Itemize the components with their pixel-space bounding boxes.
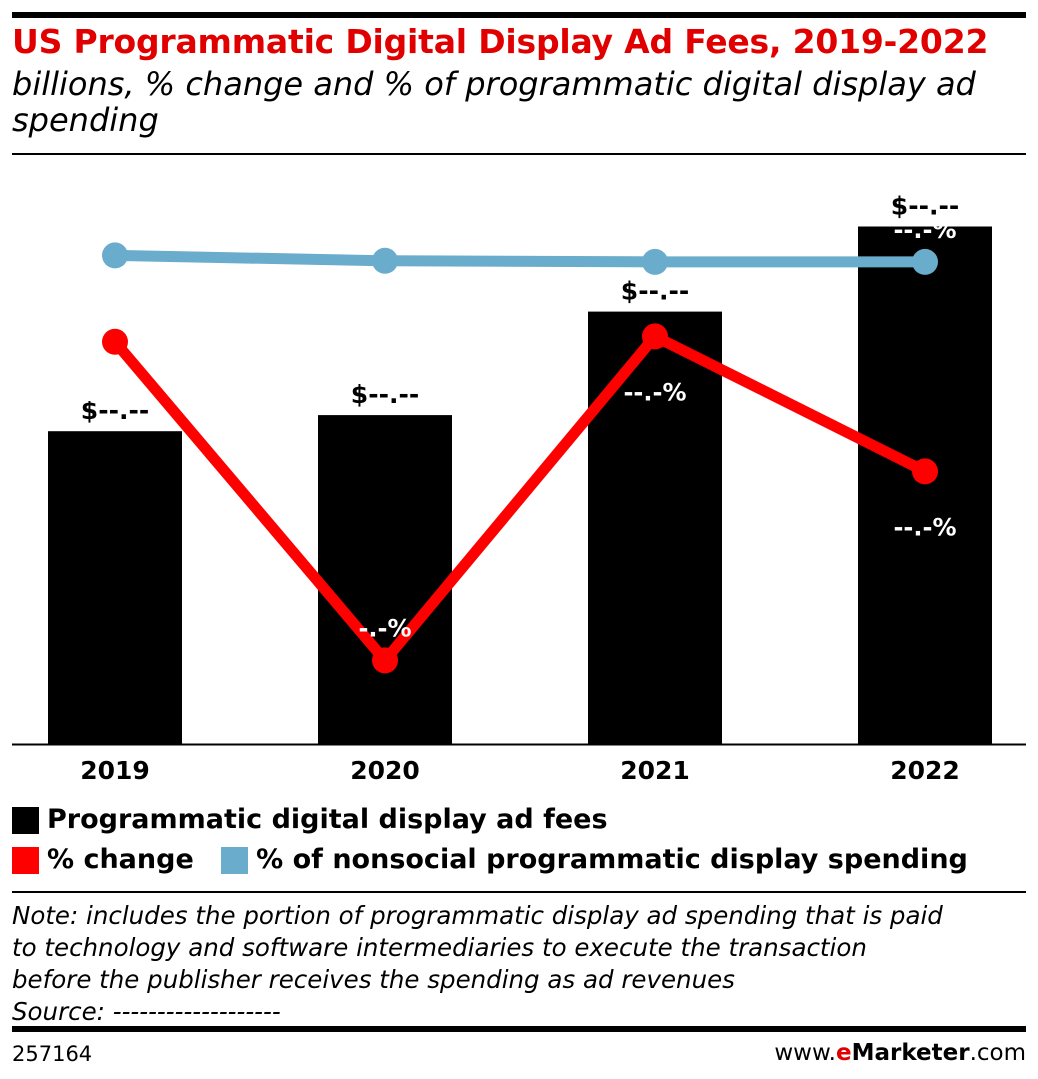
legend-share: % of nonsocial programmatic display spen… xyxy=(221,843,968,877)
series-value-label: --.-% xyxy=(353,215,416,243)
chart-subtitle: billions, % change and % of programmatic… xyxy=(12,65,976,139)
brand-link[interactable]: www.eMarketer.com xyxy=(774,1038,1026,1068)
bottom-rule xyxy=(12,1026,1026,1032)
note-block: Note: includes the portion of programmat… xyxy=(12,900,1028,1028)
note-line: to technology and software intermediarie… xyxy=(12,933,867,962)
brand-suffix: .com xyxy=(969,1040,1026,1066)
bar xyxy=(48,431,182,744)
chart-title: US Programmatic Digital Display Ad Fees,… xyxy=(12,22,989,61)
bar xyxy=(588,311,722,744)
series-point xyxy=(642,323,668,350)
legend-row-2: % change % of nonsocial programmatic dis… xyxy=(12,843,986,883)
chart-id: 257164 xyxy=(12,1042,93,1066)
legend-change-label: % change xyxy=(47,844,194,875)
bar-value-label: $--.-- xyxy=(891,192,959,221)
series-point xyxy=(102,328,128,355)
note-line: Note: includes the portion of programmat… xyxy=(12,901,943,930)
bars-group: $--.-- $--.-- $--.-- $--.-- xyxy=(48,192,992,744)
series-value-label: -.-% xyxy=(358,614,411,642)
legend-change: % change xyxy=(12,843,194,877)
series-value-label: --.-% xyxy=(623,378,686,406)
x-tick-label: 2020 xyxy=(350,756,420,785)
series-value-label: --.-% xyxy=(893,216,956,244)
brand-e: e xyxy=(835,1040,852,1066)
x-tick-label: 2022 xyxy=(890,756,960,785)
legend-fees-label: Programmatic digital display ad fees xyxy=(47,804,608,835)
series-value-label: --.-% xyxy=(893,513,956,541)
legend-share-swatch xyxy=(221,846,249,874)
legend-share-label: % of nonsocial programmatic display spen… xyxy=(256,844,968,875)
series-point xyxy=(372,647,398,674)
series-value-label: --.-% xyxy=(623,216,686,244)
series-value-label: --.-% xyxy=(83,384,146,412)
series-point xyxy=(372,247,398,274)
series-value-label: --.-% xyxy=(83,209,146,237)
brand-name: Marketer xyxy=(851,1040,970,1066)
lines-group: --.-% --.-% --.-% --.-% --.-% -.-% --.-% --.-% xyxy=(83,209,957,674)
series-point xyxy=(912,458,938,485)
series-line xyxy=(109,249,931,268)
bar-value-label: $--.-- xyxy=(621,277,689,306)
title-divider xyxy=(12,153,1026,155)
legend-change-swatch xyxy=(12,846,39,874)
legend-row-1: Programmatic digital display ad fees xyxy=(12,803,626,843)
bar-value-label: $--.-- xyxy=(81,396,149,425)
legend-fees-swatch xyxy=(12,806,39,834)
series-line xyxy=(109,330,931,666)
top-rule xyxy=(12,12,1026,18)
note-line: before the publisher receives the spendi… xyxy=(12,965,735,994)
source-line: Source: ------------------- xyxy=(12,997,281,1026)
brand-prefix: www. xyxy=(774,1040,836,1066)
bar xyxy=(318,415,452,744)
chart-area: $--.--$--.--$--.--$--.-- --.-% --.-% --.-%… xyxy=(12,192,1026,785)
series-point xyxy=(912,248,938,275)
series-point xyxy=(642,248,668,275)
bar-value-label: $--.-- xyxy=(351,380,419,409)
x-tick-labels: 2019 2020 2021 2022 xyxy=(80,756,960,785)
bar xyxy=(858,226,992,744)
series-point xyxy=(102,242,128,269)
legend-fees: Programmatic digital display ad fees xyxy=(12,803,608,837)
x-tick-label: 2021 xyxy=(620,756,690,785)
x-tick-label: 2019 xyxy=(80,756,150,785)
note-divider xyxy=(12,891,1026,893)
